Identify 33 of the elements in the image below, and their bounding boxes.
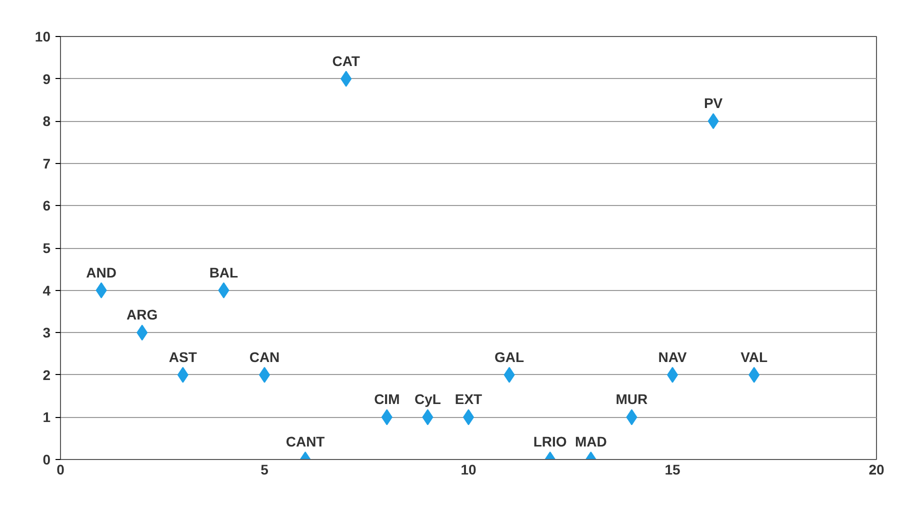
- annotation: CANT: [286, 434, 326, 450]
- annotation: CAN: [249, 348, 280, 365]
- y-tick-label: 6: [42, 198, 51, 214]
- annotation: GAL: [494, 348, 525, 365]
- x-tick-label: 20: [868, 462, 884, 478]
- annotation: CIM: [374, 391, 400, 408]
- annotation: BAL: [209, 264, 239, 280]
- y-tick-label: 8: [42, 113, 51, 130]
- x-tick-label: 10: [460, 462, 476, 478]
- annotation: CyL: [414, 391, 442, 408]
- y-tick-label: 10: [34, 28, 51, 44]
- annotation: MAD: [574, 434, 607, 450]
- annotation: PV: [704, 95, 724, 112]
- annotation: VAL: [740, 348, 768, 365]
- annotation: EXT: [454, 391, 483, 408]
- y-tick-label: 9: [42, 70, 51, 87]
- y-tick-label: 2: [42, 366, 51, 383]
- annotation: LRIO: [533, 434, 567, 450]
- annotation: CAT: [332, 52, 360, 69]
- annotation: AST: [168, 348, 198, 365]
- y-tick-label: 3: [42, 324, 51, 341]
- annotation: ARG: [126, 306, 158, 323]
- y-tick-label: 7: [42, 155, 51, 172]
- x-tick-label: 0: [56, 462, 65, 478]
- y-tick-label: 1: [42, 409, 51, 426]
- x-tick-label: 5: [260, 462, 269, 478]
- annotation: MUR: [616, 391, 648, 408]
- x-tick-label: 15: [664, 462, 680, 478]
- annotation: NAV: [658, 348, 688, 365]
- y-tick-label: 0: [42, 452, 51, 468]
- y-tick-label: 4: [42, 282, 51, 298]
- y-tick-label: 5: [42, 240, 51, 256]
- annotation: AND: [86, 264, 116, 280]
